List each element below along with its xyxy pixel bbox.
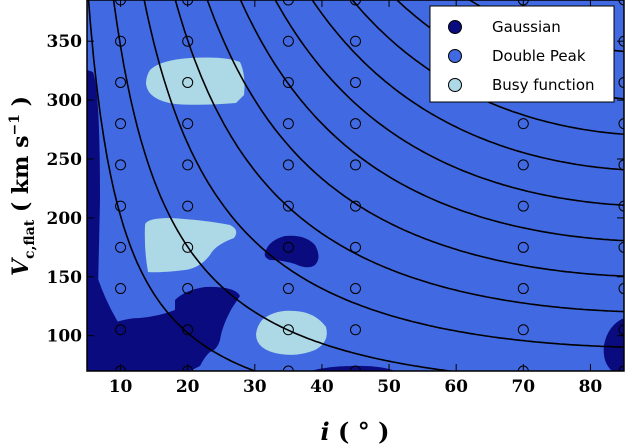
sample-point bbox=[350, 0, 361, 6]
sample-point bbox=[282, 283, 294, 295]
x-tick-label: 70 bbox=[511, 377, 535, 397]
sample-point bbox=[517, 283, 529, 295]
x-tick-label: 10 bbox=[109, 377, 133, 397]
y-tick-label: 250 bbox=[47, 150, 83, 170]
y-tick-label: 100 bbox=[47, 327, 83, 347]
sample-point bbox=[350, 159, 361, 171]
busy-region-middle bbox=[144, 218, 237, 273]
constant-curve bbox=[239, 0, 624, 242]
sample-point bbox=[350, 365, 361, 371]
sample-point bbox=[517, 241, 529, 253]
sample-point bbox=[115, 324, 127, 336]
axis-ticks: 10 20 30 40 50 60 70 80 100 150 200 250 300 350 bbox=[47, 0, 624, 397]
sample-point bbox=[282, 159, 294, 171]
constant-curve bbox=[174, 0, 624, 313]
x-tick-label: 20 bbox=[176, 377, 200, 397]
sample-point bbox=[182, 283, 194, 295]
sample-point bbox=[115, 35, 127, 47]
sample-point bbox=[182, 159, 194, 171]
sample-point bbox=[182, 118, 194, 130]
sample-point bbox=[618, 76, 624, 88]
legend-marker bbox=[448, 20, 462, 34]
sample-point bbox=[618, 283, 624, 295]
legend-label: Gaussian bbox=[492, 18, 561, 36]
sample-point bbox=[115, 241, 127, 253]
sample-point bbox=[618, 159, 624, 171]
sample-point bbox=[618, 200, 624, 212]
gaussian-region-left-bottom bbox=[87, 240, 160, 371]
sample-point bbox=[350, 118, 361, 130]
legend-label: Double Peak bbox=[492, 47, 586, 65]
sample-point bbox=[115, 118, 127, 130]
constant-curve bbox=[206, 0, 624, 277]
sample-point bbox=[517, 118, 529, 130]
sample-point bbox=[618, 118, 624, 130]
sample-point bbox=[282, 76, 294, 88]
x-tick-label: 80 bbox=[579, 377, 603, 397]
constant-curve bbox=[87, 0, 258, 371]
sample-point bbox=[115, 200, 127, 212]
busy-region-bottom bbox=[256, 310, 327, 355]
sample-point bbox=[115, 76, 127, 88]
sample-point bbox=[350, 200, 361, 212]
plot-frame bbox=[86, 0, 625, 372]
sample-point bbox=[282, 324, 294, 336]
sample-point bbox=[517, 159, 529, 171]
sample-point bbox=[517, 324, 529, 336]
y-tick-label: 150 bbox=[47, 268, 83, 288]
legend-label: Busy function bbox=[492, 76, 595, 94]
sample-point bbox=[350, 283, 361, 295]
x-tick-label: 60 bbox=[444, 377, 468, 397]
constant-curve bbox=[143, 0, 624, 348]
constant-curve bbox=[311, 0, 624, 171]
constant-curve bbox=[274, 0, 624, 207]
sample-point bbox=[182, 76, 194, 88]
sample-point bbox=[618, 324, 624, 336]
constant-curves bbox=[87, 0, 624, 371]
x-tick-label: 30 bbox=[243, 377, 267, 397]
x-axis-label: i ( ° ) bbox=[321, 417, 390, 446]
x-tick-label: 40 bbox=[310, 377, 334, 397]
sample-point bbox=[282, 35, 294, 47]
sample-point bbox=[115, 159, 127, 171]
sample-point bbox=[282, 200, 294, 212]
y-axis-label: Vc,flat ( km s−1 ) bbox=[7, 96, 38, 276]
sample-point bbox=[182, 241, 194, 253]
legend-marker bbox=[448, 49, 462, 63]
y-tick-label: 300 bbox=[47, 91, 83, 111]
sample-point bbox=[182, 35, 194, 47]
constant-curve bbox=[112, 0, 457, 371]
busy-region-top bbox=[146, 57, 245, 105]
sample-point bbox=[182, 200, 194, 212]
sample-point bbox=[282, 241, 294, 253]
sample-point bbox=[350, 76, 361, 88]
legend-marker bbox=[448, 78, 462, 92]
sample-point bbox=[350, 241, 361, 253]
sample-point bbox=[282, 118, 294, 130]
x-tick-label: 50 bbox=[377, 377, 401, 397]
sample-point bbox=[350, 324, 361, 336]
gaussian-region-bottom-center bbox=[310, 365, 395, 371]
sample-point bbox=[350, 35, 361, 47]
y-tick-label: 350 bbox=[47, 32, 83, 52]
y-tick-label: 200 bbox=[47, 209, 83, 229]
sample-point bbox=[517, 200, 529, 212]
gaussian-region-left-strip bbox=[87, 70, 240, 371]
legend: Gaussian Double Peak Busy function bbox=[429, 5, 615, 103]
sample-point bbox=[182, 324, 194, 336]
constant-curve bbox=[351, 0, 624, 136]
sample-point bbox=[618, 241, 624, 253]
sample-point bbox=[115, 283, 127, 295]
sample-point bbox=[282, 0, 294, 6]
sample-point bbox=[282, 365, 294, 371]
